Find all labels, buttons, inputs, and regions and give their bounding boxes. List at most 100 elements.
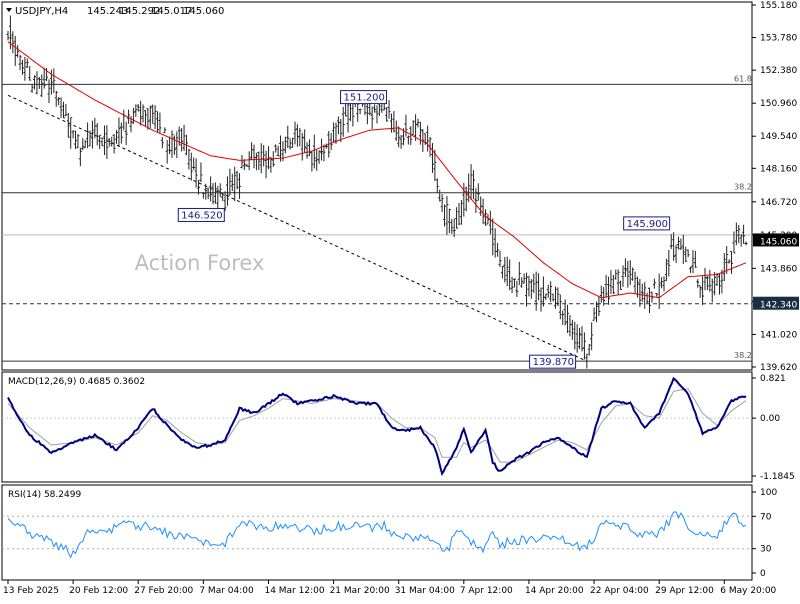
price-bar [225, 176, 229, 206]
price-bar [686, 249, 690, 258]
price-bar [339, 118, 343, 143]
price-bar [286, 125, 290, 149]
price-bar [406, 135, 410, 145]
price-bar [452, 218, 456, 237]
price-bar [230, 173, 234, 191]
x-tick-label: 22 Apr 04:00 [590, 586, 649, 596]
price-bar [443, 204, 447, 227]
price-bar [18, 54, 22, 71]
price-bar [638, 279, 642, 307]
price-bar [503, 257, 507, 283]
price-bar [722, 253, 726, 281]
price-bar [57, 96, 61, 106]
price-bar [192, 157, 196, 170]
price-bar [170, 130, 174, 158]
price-bar [742, 224, 746, 244]
macd-y-tick-label: 0.821 [760, 374, 786, 384]
price-bar [25, 58, 29, 69]
ohlc-value: 145.292 [119, 6, 160, 17]
price-bar [614, 269, 618, 280]
price-bar [484, 209, 488, 227]
price-bar [259, 143, 263, 174]
price-bar [305, 142, 309, 159]
y-tick-label: 148.160 [760, 164, 797, 174]
price-bar [247, 151, 251, 171]
price-bar [631, 267, 635, 281]
price-bar [585, 353, 589, 369]
price-bar [397, 126, 401, 148]
price-bar [433, 149, 437, 182]
price-bar [689, 266, 693, 273]
price-bar [11, 31, 15, 54]
price-bar [628, 260, 632, 286]
x-tick-label: 7 Apr 12:00 [460, 586, 513, 596]
price-bar [539, 287, 543, 312]
price-bar [570, 319, 574, 340]
price-bar [139, 100, 143, 126]
price-bar [394, 120, 398, 141]
price-bar [59, 97, 63, 118]
price-bar [218, 183, 222, 198]
price-bar [633, 271, 637, 294]
price-bar [300, 132, 304, 161]
price-bar [578, 327, 582, 349]
price-bar [235, 170, 239, 190]
price-bar [648, 287, 652, 314]
y-tick-label: 141.020 [760, 330, 797, 340]
price-bar [532, 273, 536, 294]
price-bar [266, 146, 270, 170]
macd-y-tick-label: 0.00 [760, 414, 780, 424]
price-bar [78, 147, 82, 167]
price-bar [100, 139, 104, 147]
price-bar [303, 129, 307, 153]
price-bar [418, 121, 422, 145]
price-bar [324, 143, 328, 149]
price-bar [76, 133, 80, 149]
price-bar [66, 112, 70, 138]
price-bar [727, 259, 731, 264]
price-bar [329, 132, 333, 151]
price-bar [537, 273, 541, 301]
price-bar [387, 100, 391, 119]
price-bar [515, 280, 519, 297]
price-bar [421, 129, 425, 152]
price-bar [295, 124, 299, 147]
price-bar [153, 105, 157, 130]
price-bar [182, 124, 186, 151]
x-tick-label: 27 Feb 20:00 [134, 586, 193, 596]
price-bar [136, 103, 140, 112]
price-bar [206, 187, 210, 200]
price-bar [240, 154, 244, 169]
y-tick-label: 146.720 [760, 198, 797, 208]
price-bar [607, 276, 611, 305]
price-panel [1, 1, 753, 371]
price-bar [373, 104, 377, 113]
price-bar [698, 285, 702, 298]
price-bar [346, 100, 350, 133]
price-bar [107, 138, 111, 147]
price-bar [462, 182, 466, 217]
price-bar [500, 266, 504, 279]
price-bar [134, 104, 138, 117]
price-bar [739, 234, 743, 247]
price-bar [467, 173, 471, 203]
ohlc-value: 145.060 [183, 6, 224, 17]
price-bar [597, 296, 601, 317]
price-bar [568, 315, 572, 337]
price-bar [6, 30, 10, 41]
price-bar [479, 196, 483, 216]
macd-panel [1, 371, 753, 483]
price-bar [652, 278, 656, 289]
price-bar [257, 151, 261, 171]
price-bar [187, 148, 191, 170]
price-bar [517, 261, 521, 285]
price-bar [127, 109, 131, 124]
price-bar [110, 136, 114, 147]
rsi-panel [1, 484, 753, 581]
price-annotation: 146.520 [181, 210, 222, 221]
macd-line [7, 376, 747, 477]
price-bar [720, 269, 724, 294]
price-bar [298, 128, 302, 147]
price-bar [64, 103, 68, 117]
